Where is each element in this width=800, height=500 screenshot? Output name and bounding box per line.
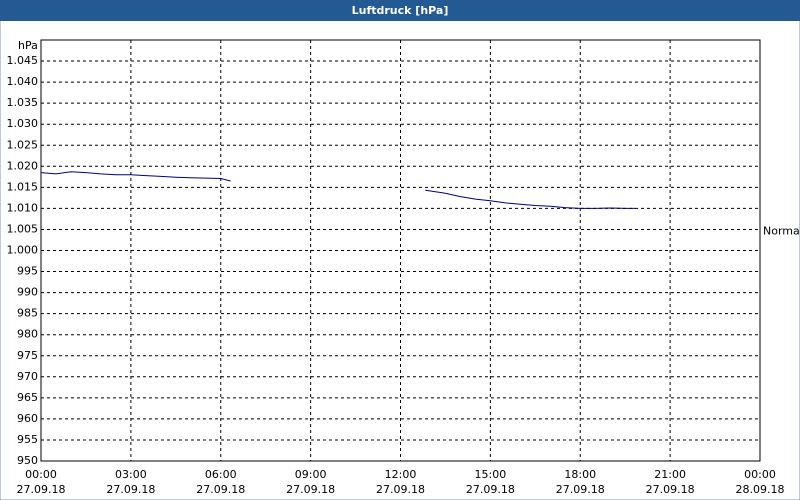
x-tick-label: 21:00 — [654, 468, 686, 481]
annotation: Normal — [763, 225, 800, 238]
x-tick-date: 28.09.18 — [736, 483, 785, 496]
y-tick-label: 1.010 — [7, 201, 39, 214]
y-tick-label: 970 — [17, 370, 38, 383]
y-tick-label: 955 — [17, 433, 38, 446]
line-series — [40, 171, 636, 209]
x-tick-date: 27.09.18 — [196, 483, 245, 496]
y-tick-label: 965 — [17, 391, 38, 404]
x-tick-label: 03:00 — [115, 468, 147, 481]
y-tick-label: 1.000 — [7, 244, 39, 257]
y-tick-label: 1.020 — [7, 159, 39, 172]
y-tick-label: 985 — [17, 307, 38, 320]
y-axis-label: hPa — [18, 39, 38, 52]
y-tick-label: 975 — [17, 349, 38, 362]
x-tick-label: 15:00 — [475, 468, 507, 481]
x-tick-label: 00:00 — [25, 468, 57, 481]
y-tick-label: 1.040 — [7, 75, 39, 88]
x-tick-label: 18:00 — [564, 468, 596, 481]
y-tick-label: 995 — [17, 265, 38, 278]
y-tick-label: 1.045 — [7, 54, 39, 67]
title-bar — [0, 0, 800, 21]
x-tick-date: 27.09.18 — [376, 483, 425, 496]
x-tick-date: 27.09.18 — [646, 483, 695, 496]
y-tick-label: 1.035 — [7, 96, 39, 109]
y-tick-label: 1.030 — [7, 117, 39, 130]
chart-title: Luftdruck [hPa] — [352, 4, 449, 17]
y-tick-label: 990 — [17, 286, 38, 299]
x-tick-label: 12:00 — [385, 468, 417, 481]
y-tick-label: 980 — [17, 328, 38, 341]
y-tick-label: 950 — [17, 454, 38, 467]
x-tick-label: 06:00 — [205, 468, 237, 481]
x-tick-label: 09:00 — [295, 468, 327, 481]
y-tick-label: 960 — [17, 412, 38, 425]
x-tick-date: 27.09.18 — [286, 483, 335, 496]
x-tick-label: 00:00 — [744, 468, 776, 481]
x-tick-date: 27.09.18 — [556, 483, 605, 496]
x-tick-date: 27.09.18 — [106, 483, 155, 496]
x-tick-date: 27.09.18 — [17, 483, 66, 496]
y-tick-label: 1.015 — [7, 180, 39, 193]
y-tick-label: 1.025 — [7, 138, 39, 151]
y-tick-label: 1.005 — [7, 222, 39, 235]
x-tick-date: 27.09.18 — [466, 483, 515, 496]
